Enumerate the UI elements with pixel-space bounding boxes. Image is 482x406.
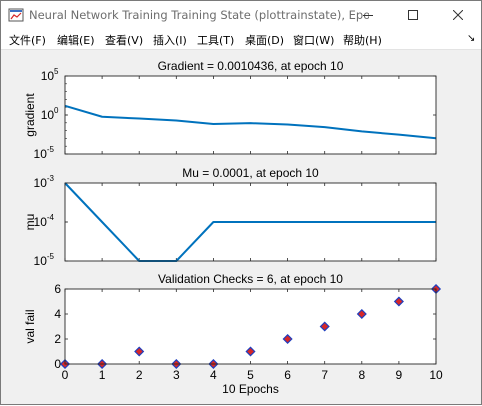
menu-window[interactable]: 窗口(W) [293, 34, 335, 47]
data-point-9 [393, 296, 404, 307]
y-tick-label: 6 [54, 282, 61, 296]
title-bar[interactable]: Neural Network Training Training State (… [1, 1, 481, 29]
menu-tools[interactable]: 工具(T) [197, 34, 235, 47]
x-tick-label: 2 [136, 368, 143, 382]
series-line [64, 104, 437, 140]
data-point-5 [245, 346, 256, 357]
x-tick-label: 5 [247, 368, 254, 382]
data-point-6 [282, 333, 293, 345]
x-tick-label: 10 [429, 368, 443, 382]
menu-insert[interactable]: 插入(I) [153, 34, 187, 47]
x-tick-label: 8 [358, 368, 365, 382]
menu-overflow-arrow[interactable]: ↘ [467, 33, 476, 44]
axes-3: Validation Checks = 6, at epoch 10 val fa… [23, 272, 443, 396]
series-line [64, 182, 436, 262]
menu-file[interactable]: 文件(F) [9, 34, 46, 47]
menu-desktop[interactable]: 桌面(D) [245, 34, 285, 47]
x-tick-label: 9 [396, 368, 403, 382]
x-tick-label: 7 [321, 368, 328, 382]
x-tick-label: 6 [284, 368, 291, 382]
menu-view[interactable]: 查看(V) [105, 34, 144, 47]
y-tick-label: 2 [54, 332, 61, 346]
y-axis-label: mu [23, 214, 37, 231]
data-point-8 [356, 308, 367, 320]
data-point-2 [134, 346, 145, 357]
data-point-7 [319, 321, 330, 332]
y-tick-label: 100 [41, 106, 59, 122]
figure-area: Gradient = 0.0010436, at epoch 10 gradien… [2, 50, 480, 402]
x-tick-label: 4 [210, 368, 217, 382]
y-tick-label: 10-5 [34, 252, 55, 268]
axes-box [64, 182, 437, 262]
plots-canvas: Gradient = 0.0010436, at epoch 10 gradien… [23, 59, 443, 396]
menu-bar: 文件(F) 编辑(E) 查看(V) 插入(I) 工具(T) 桌面(D) 窗口(W… [1, 29, 481, 50]
menu-help[interactable]: 帮助(H) [343, 34, 382, 47]
x-axis-label: 10 Epochs [222, 382, 279, 396]
y-axis-label: gradient [23, 93, 37, 137]
axes-2: Mu = 0.0001, at epoch 10 mu 10-5 10-4 10-3 [23, 166, 437, 268]
y-tick-label: 10-3 [34, 174, 55, 190]
y-tick-label: 10-5 [34, 145, 55, 161]
maximize-button[interactable] [391, 1, 436, 29]
y-tick-label: 105 [41, 67, 59, 83]
close-icon [453, 10, 463, 20]
y-axis-label: val fail [23, 309, 37, 343]
y-tick-label: 0 [54, 357, 61, 371]
menu-edit[interactable]: 编辑(E) [57, 34, 95, 47]
y-tick-label: 10-4 [34, 213, 55, 229]
y-tick-label: 4 [54, 307, 61, 321]
maximize-icon [408, 10, 418, 20]
x-tick-label: 0 [62, 368, 69, 382]
matlab-figure-icon [8, 8, 24, 22]
window-title: Neural Network Training Training State (… [29, 8, 369, 22]
axes-1: Gradient = 0.0010436, at epoch 10 gradien… [23, 59, 437, 161]
axes-box [64, 288, 437, 365]
axes-title: Gradient = 0.0010436, at epoch 10 [158, 59, 344, 73]
x-tick-label: 1 [99, 368, 106, 382]
axes-background [65, 76, 436, 154]
axes-title: Validation Checks = 6, at epoch 10 [158, 272, 343, 286]
minimize-icon [363, 15, 373, 16]
axes-title: Mu = 0.0001, at epoch 10 [182, 166, 319, 180]
minimize-button[interactable] [346, 1, 391, 29]
x-tick-label: 3 [173, 368, 180, 382]
axes-box [64, 75, 437, 155]
close-button[interactable] [436, 1, 481, 29]
